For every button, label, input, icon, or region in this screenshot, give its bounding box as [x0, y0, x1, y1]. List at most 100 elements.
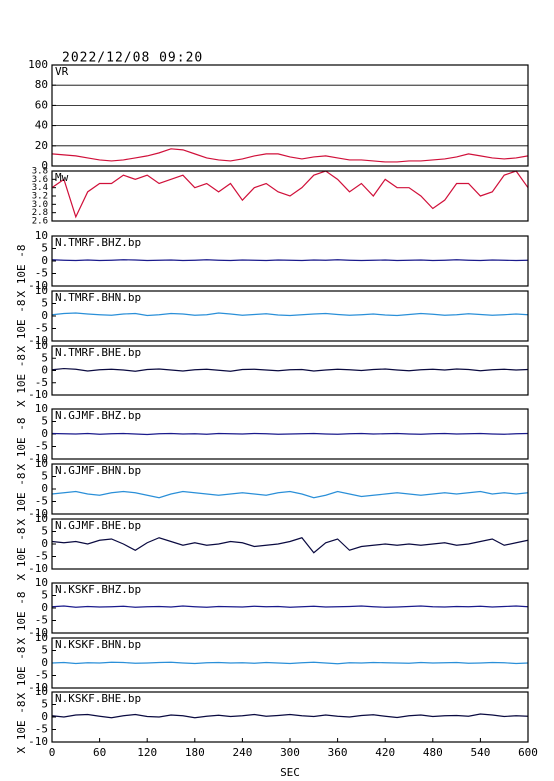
trace [51, 490, 529, 499]
y-tick-label: -5 [35, 322, 48, 335]
y-axis-label: X 10E -8 [15, 528, 28, 581]
trace [51, 148, 529, 163]
y-tick-label: 5 [41, 589, 48, 602]
panel-frame [51, 637, 529, 689]
y-tick-label: 0 [41, 537, 48, 550]
trace [51, 661, 529, 665]
x-tick-label: 120 [137, 746, 157, 759]
y-axis-label: X 10E -8 [15, 701, 28, 754]
y-axis-label: X 10E -8 [15, 354, 28, 407]
y-tick-label: -5 [35, 550, 48, 563]
y-tick-label: 5 [41, 698, 48, 711]
x-tick-label: 240 [232, 746, 252, 759]
x-tick-label: 300 [280, 746, 300, 759]
trace [51, 605, 529, 608]
y-tick-label: 0 [41, 309, 48, 322]
y-tick-label: 10 [35, 631, 48, 644]
y-tick-label: 0 [41, 364, 48, 377]
y-tick-label: 10 [35, 339, 48, 352]
panel-frame [51, 518, 529, 570]
y-tick-label: 5 [41, 525, 48, 538]
panel-frame [51, 345, 529, 396]
x-tick-label: 480 [423, 746, 443, 759]
y-axis-label: X 10E -8 [15, 647, 28, 700]
y-tick-label: 0 [41, 254, 48, 267]
y-axis-label: X 10E -8 [15, 418, 28, 471]
y-tick-label: -5 [35, 440, 48, 453]
panel-label: N.GJMF.BHE.bp [55, 519, 141, 532]
y-tick-label: 5 [41, 242, 48, 255]
y-tick-label: 10 [35, 457, 48, 470]
y-tick-label: -5 [35, 614, 48, 627]
panel-frame [51, 463, 529, 515]
y-tick-label: 60 [35, 98, 48, 111]
y-tick-label: 10 [35, 685, 48, 698]
y-axis-label: X 10E -8 [15, 300, 28, 353]
x-axis-label: SEC [280, 766, 300, 779]
y-tick-label: 0 [41, 656, 48, 669]
panel-label: N.TMRF.BHE.bp [55, 346, 141, 359]
trace [51, 312, 529, 317]
y-axis-label: X 10E -8 [15, 592, 28, 645]
y-tick-label: -10 [28, 562, 48, 575]
y-tick-label: -5 [35, 669, 48, 682]
x-tick-label: 600 [518, 746, 538, 759]
panel-label: N.GJMF.BHZ.bp [55, 409, 141, 422]
y-tick-label: 10 [35, 284, 48, 297]
y-tick-label: -10 [28, 681, 48, 694]
x-tick-label: 420 [375, 746, 395, 759]
y-tick-label: 5 [41, 415, 48, 428]
y-tick-label: 5 [41, 470, 48, 483]
y-tick-label: -10 [28, 452, 48, 465]
y-tick-label: -5 [35, 267, 48, 280]
trace [51, 537, 529, 554]
y-tick-label: -10 [28, 507, 48, 520]
trace [51, 367, 529, 372]
y-tick-label: 10 [35, 512, 48, 525]
y-tick-label: -5 [35, 376, 48, 389]
panel-label: VR [55, 65, 69, 78]
trace [51, 432, 529, 436]
y-tick-label: 0 [41, 482, 48, 495]
chart-title: 2022/12/08 09:20 [62, 51, 203, 66]
y-tick-label: 10 [35, 402, 48, 415]
y-tick-label: 20 [35, 139, 48, 152]
y-tick-label: -5 [35, 495, 48, 508]
y-axis-label: X 10E -8 [15, 245, 28, 298]
x-tick-label: 60 [93, 746, 106, 759]
panel-frame [51, 582, 529, 634]
y-tick-label: 0 [41, 601, 48, 614]
trace [51, 259, 529, 262]
y-tick-label: 3.6 [32, 175, 48, 185]
y-tick-label: 5 [41, 297, 48, 310]
y-tick-label: -10 [28, 388, 48, 401]
y-tick-label: -5 [35, 723, 48, 736]
y-tick-label: 2.6 [32, 217, 48, 227]
y-tick-label: 3.4 [32, 183, 48, 193]
panel-frame [51, 170, 529, 222]
y-tick-label: 3.2 [32, 192, 48, 202]
panel-label: N.GJMF.BHN.bp [55, 464, 141, 477]
trace [51, 170, 529, 219]
panel-label: N.KSKF.BHE.bp [55, 692, 141, 705]
panel-label: N.KSKF.BHZ.bp [55, 583, 141, 596]
x-tick-label: 360 [328, 746, 348, 759]
panel-frame [51, 290, 529, 342]
panel-label: N.TMRF.BHZ.bp [55, 236, 141, 249]
y-tick-label: 5 [41, 644, 48, 657]
y-tick-label: 5 [41, 351, 48, 364]
x-tick-label: 0 [49, 746, 56, 759]
x-tick-label: 180 [185, 746, 205, 759]
y-tick-label: 80 [35, 78, 48, 91]
x-tick-label: 540 [470, 746, 490, 759]
y-axis-label: X 10E -8 [15, 473, 28, 526]
y-tick-label: 10 [35, 576, 48, 589]
panel-label: N.TMRF.BHN.bp [55, 291, 141, 304]
panel-label: N.KSKF.BHN.bp [55, 638, 141, 651]
y-tick-label: -10 [28, 334, 48, 347]
y-tick-label: 100 [28, 58, 48, 71]
y-tick-label: 3.8 [32, 167, 48, 177]
y-tick-label: 0 [41, 159, 48, 172]
y-tick-label: -10 [28, 279, 48, 292]
